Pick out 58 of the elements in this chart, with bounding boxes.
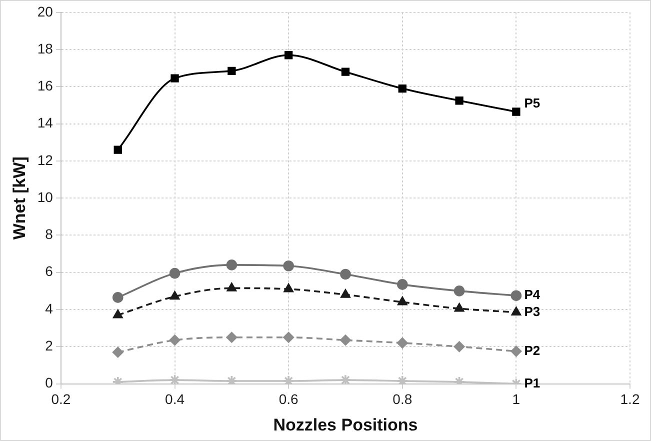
y-tick-label: 14 bbox=[37, 114, 54, 131]
series-label: P3 bbox=[524, 304, 540, 319]
y-tick-label: 2 bbox=[45, 338, 54, 354]
y-tick-label: 6 bbox=[45, 263, 54, 280]
point bbox=[283, 332, 294, 343]
point bbox=[226, 282, 236, 292]
x-tick-label: 1 bbox=[512, 391, 520, 408]
point bbox=[340, 374, 352, 384]
y-tick-label: 0 bbox=[45, 374, 54, 391]
x-axis-title: Nozzles Positions bbox=[273, 415, 418, 434]
point bbox=[398, 296, 408, 306]
point bbox=[510, 346, 522, 357]
point bbox=[510, 290, 522, 301]
point bbox=[170, 74, 179, 82]
x-tick-label: 1.2 bbox=[620, 391, 640, 408]
x-tick-label: 0.4 bbox=[165, 391, 185, 408]
point bbox=[341, 68, 350, 76]
point bbox=[112, 346, 124, 358]
x-tick-label: 0.8 bbox=[392, 391, 412, 408]
series-label: P2 bbox=[524, 342, 540, 358]
point bbox=[454, 286, 465, 296]
series-label: P1 bbox=[524, 375, 540, 390]
point bbox=[398, 84, 406, 93]
point bbox=[454, 341, 465, 352]
x-tick-label: 0.6 bbox=[278, 391, 299, 408]
y-tick-label: 10 bbox=[37, 188, 54, 205]
point bbox=[340, 289, 350, 298]
y-tick-label: 8 bbox=[45, 226, 54, 242]
y-tick-label: 16 bbox=[37, 78, 54, 94]
point bbox=[284, 51, 293, 60]
point bbox=[396, 338, 408, 348]
y-tick-label: 4 bbox=[45, 300, 54, 316]
point bbox=[226, 332, 238, 343]
y-tick-label: 12 bbox=[37, 152, 54, 168]
point bbox=[511, 306, 521, 316]
y-tick-label: 20 bbox=[37, 3, 54, 20]
y-tick-label: 18 bbox=[37, 40, 54, 56]
point bbox=[114, 146, 122, 154]
point bbox=[340, 334, 351, 346]
x-tick-label: 0.2 bbox=[51, 391, 71, 408]
point bbox=[396, 279, 408, 290]
point bbox=[170, 291, 180, 300]
point bbox=[283, 260, 294, 272]
y-axis-title: Wnet [kW] bbox=[10, 156, 29, 240]
point bbox=[113, 310, 123, 318]
point bbox=[454, 303, 464, 312]
point bbox=[340, 268, 351, 280]
series-label: P5 bbox=[524, 95, 540, 110]
point bbox=[168, 374, 181, 384]
point bbox=[512, 108, 520, 116]
point bbox=[455, 96, 464, 105]
point bbox=[228, 66, 236, 75]
series-label: P4 bbox=[524, 287, 541, 302]
point bbox=[226, 260, 238, 270]
point bbox=[284, 284, 294, 292]
point bbox=[112, 292, 124, 303]
point bbox=[169, 334, 180, 346]
point bbox=[169, 268, 180, 279]
